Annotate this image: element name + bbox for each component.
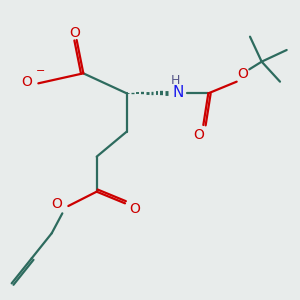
Text: H: H — [170, 74, 180, 87]
Text: −: − — [36, 66, 45, 76]
Text: O: O — [237, 67, 248, 81]
Text: O: O — [21, 75, 32, 89]
Text: O: O — [70, 26, 80, 40]
Text: O: O — [193, 128, 204, 142]
Text: N: N — [172, 85, 184, 100]
Text: O: O — [51, 197, 62, 211]
Text: O: O — [130, 202, 140, 216]
